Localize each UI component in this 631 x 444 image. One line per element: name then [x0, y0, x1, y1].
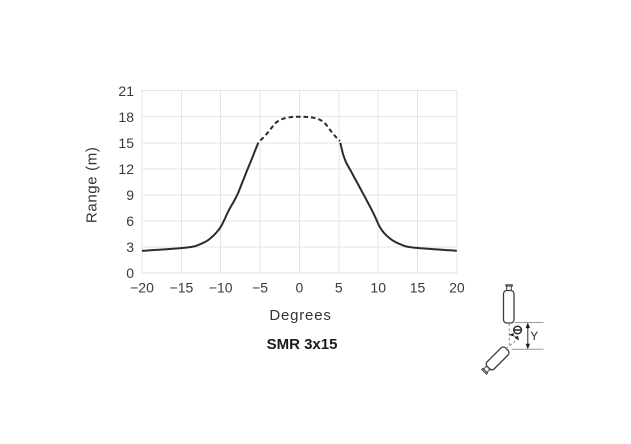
svg-text:−15: −15 — [170, 280, 194, 296]
svg-text:15: 15 — [410, 280, 426, 296]
svg-text:12: 12 — [118, 161, 134, 177]
svg-text:−10: −10 — [209, 280, 233, 296]
svg-text:5: 5 — [335, 280, 343, 296]
svg-text:3: 3 — [126, 239, 134, 255]
svg-text:Y: Y — [530, 329, 538, 343]
svg-text:−20: −20 — [130, 280, 154, 296]
svg-text:Range (m): Range (m) — [84, 146, 101, 223]
svg-text:6: 6 — [126, 213, 134, 229]
svg-text:0: 0 — [296, 280, 304, 296]
svg-text:Degrees: Degrees — [269, 307, 331, 324]
svg-text:20: 20 — [449, 280, 465, 296]
svg-text:15: 15 — [118, 135, 134, 151]
svg-text:−5: −5 — [252, 280, 268, 296]
svg-text:10: 10 — [370, 280, 386, 296]
svg-text:9: 9 — [126, 187, 134, 203]
svg-text:0: 0 — [126, 265, 134, 281]
svg-text:18: 18 — [118, 109, 134, 125]
svg-text:21: 21 — [118, 83, 134, 99]
svg-text:SMR 3x15: SMR 3x15 — [267, 336, 338, 353]
